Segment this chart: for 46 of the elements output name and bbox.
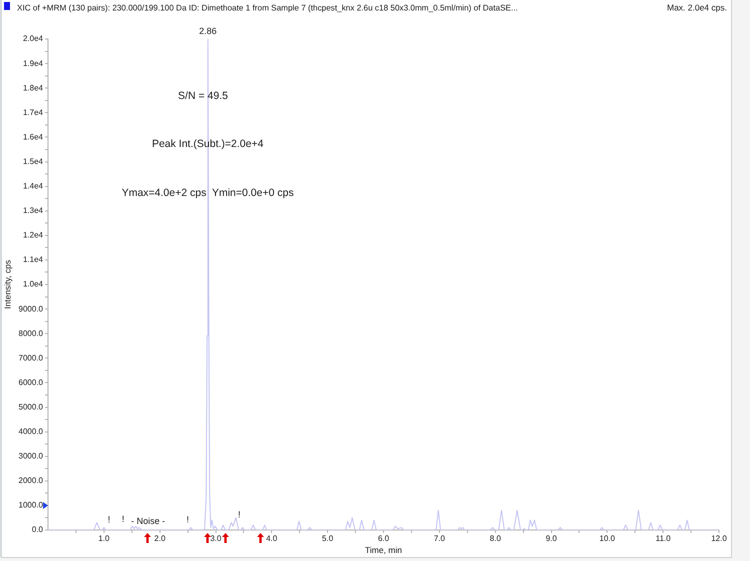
annotation: ! bbox=[122, 514, 124, 524]
y-tick-label: 7000.0 bbox=[18, 353, 44, 362]
annotation: 2.86 bbox=[199, 26, 217, 36]
y-tick-label: 5000.0 bbox=[18, 402, 44, 412]
y-tick-label: 1.6e4 bbox=[22, 132, 44, 142]
y-tick-label: 1.7e4 bbox=[22, 108, 44, 117]
x-axis-title: Time, min bbox=[365, 545, 402, 556]
y-tick-label: 0.0 bbox=[32, 525, 44, 534]
y-tick-label: 2000.0 bbox=[18, 476, 44, 486]
x-tick-label: 1.0 bbox=[98, 534, 110, 544]
y-tick-label: 1.4e4 bbox=[22, 182, 44, 191]
annotation: Peak Int.(Subt.)=2.0e+4 bbox=[152, 138, 264, 150]
y-tick-label: 1.9e4 bbox=[22, 58, 44, 68]
x-tick-label: 11.0 bbox=[656, 534, 672, 544]
annotation: S/N = 49.5 bbox=[178, 90, 228, 102]
chart-subtitle: Max. 2.0e4 cps. bbox=[666, 2, 727, 12]
x-tick-label: 7.0 bbox=[434, 534, 446, 544]
y-tick-label: 1000.0 bbox=[18, 500, 44, 510]
y-tick-label: 1.0e4 bbox=[22, 280, 44, 289]
y-axis-title: Intensity, cps bbox=[2, 260, 12, 309]
annotation: ! bbox=[238, 510, 240, 520]
x-tick-label: 10.0 bbox=[599, 534, 616, 544]
y-tick-label: 1.3e4 bbox=[22, 206, 44, 216]
y-tick-label: 1.5e4 bbox=[22, 156, 44, 166]
y-tick-label: 1.1e4 bbox=[22, 255, 44, 264]
x-tick-label: 8.0 bbox=[490, 534, 502, 544]
x-tick-label: 6.0 bbox=[378, 534, 390, 544]
y-tick-label: 3000.0 bbox=[18, 452, 44, 461]
y-tick-label: 8000.0 bbox=[18, 328, 44, 338]
x-tick-label: 4.0 bbox=[266, 534, 278, 544]
x-tick-label: 9.0 bbox=[546, 534, 558, 544]
annotation: ! bbox=[186, 514, 190, 525]
y-tick-label: 9000.0 bbox=[18, 304, 44, 314]
y-tick-label: 4000.0 bbox=[18, 427, 44, 436]
chart-title: XIC of +MRM (130 pairs): 230.000/199.100 Da ID: Dimethoate 1 from Sample 7 (thcpest_knx 2.6u c18 50x3.0mm_0.5ml/min) of DataSE... bbox=[17, 3, 518, 12]
annotation: Ymax=4.0e+2 cps Ymin=0.0e+0 cps bbox=[122, 187, 294, 200]
x-tick-label: 12.0 bbox=[711, 534, 728, 544]
annotation: ! bbox=[108, 514, 110, 525]
y-tick-label: 6000.0 bbox=[18, 378, 44, 387]
y-tick-label: 2.0e4 bbox=[22, 34, 44, 44]
y-tick-label: 1.8e4 bbox=[22, 83, 44, 92]
annotation: - Noise - bbox=[131, 516, 166, 526]
x-tick-label: 5.0 bbox=[322, 534, 334, 544]
x-tick-label: 3.0 bbox=[210, 534, 222, 544]
y-tick-label: 1.2e4 bbox=[22, 230, 44, 240]
x-tick-label: 2.0 bbox=[154, 534, 166, 544]
